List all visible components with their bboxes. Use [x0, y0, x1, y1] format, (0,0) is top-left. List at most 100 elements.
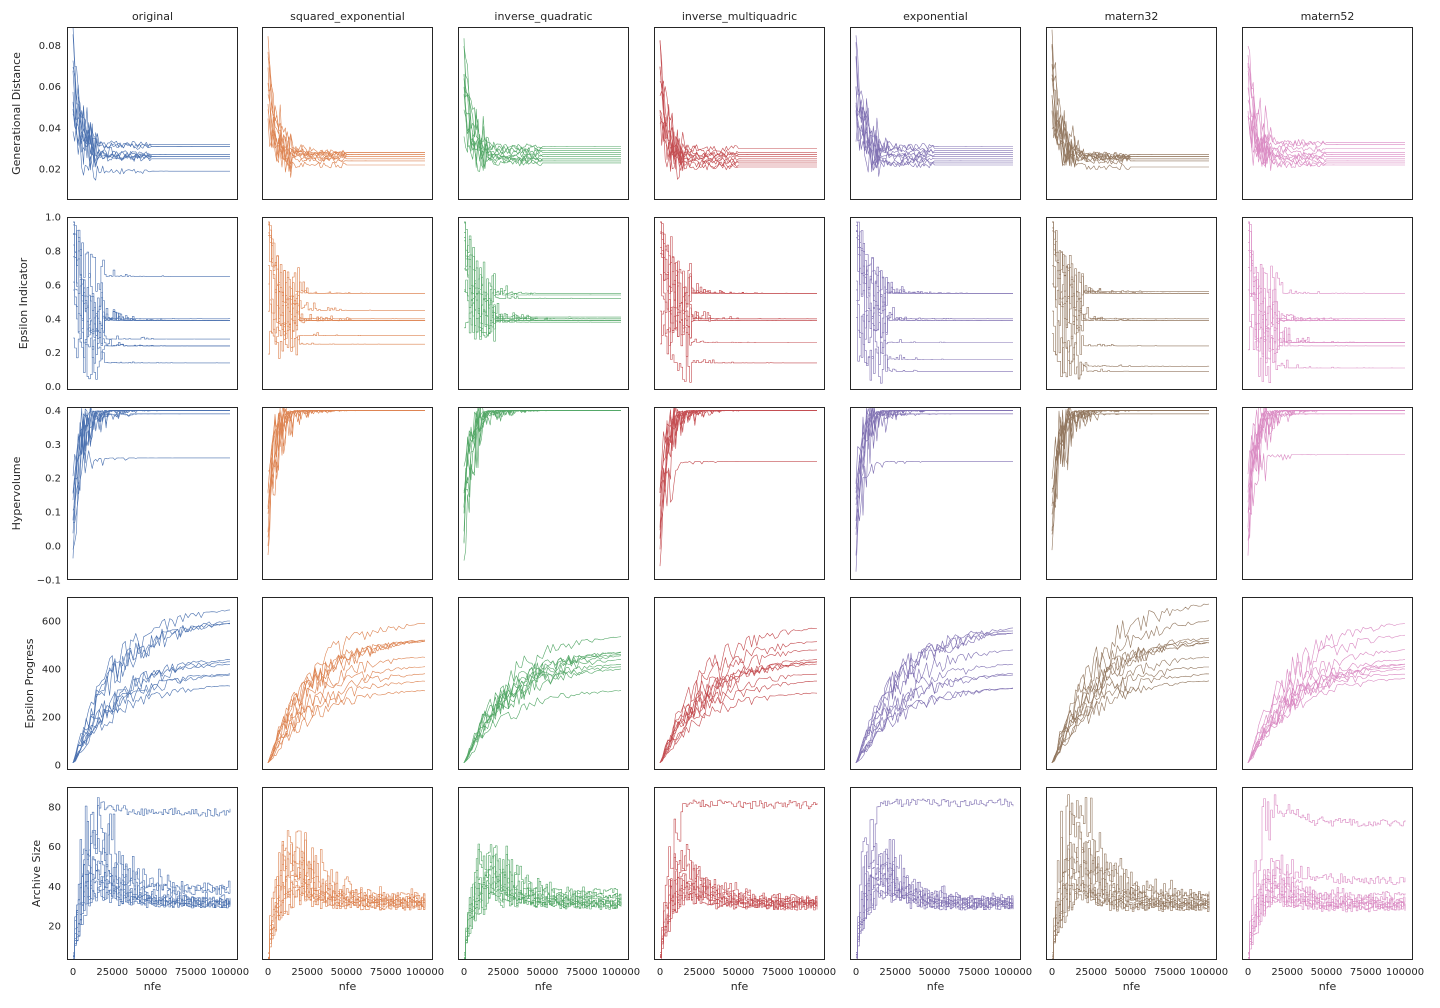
- series-line-seed-7: [659, 673, 818, 763]
- panel-frame: [1046, 597, 1217, 770]
- panel-frame: [850, 27, 1021, 200]
- y-tick-label: 200: [42, 713, 61, 724]
- series-line-seed-9: [1247, 110, 1405, 168]
- x-tick-label: 25000: [291, 967, 323, 978]
- series-line-seed-6: [268, 270, 425, 336]
- series-line-seed-6: [659, 410, 817, 567]
- series-line-seed-9: [1051, 680, 1210, 764]
- series-line-seed-3: [1051, 45, 1209, 165]
- panel-gd-matern52: [1242, 27, 1413, 200]
- series-line-seed-8: [73, 289, 230, 358]
- series-line-seed-10: [1248, 224, 1405, 360]
- panel-frame: [654, 27, 825, 200]
- x-tick-label: 75000: [175, 967, 207, 978]
- series-line-seed-1: [1052, 794, 1210, 960]
- panel-frame: [850, 407, 1021, 580]
- series-line-seed-1: [659, 627, 818, 763]
- series-line-seed-9: [660, 889, 818, 956]
- series-line-seed-7: [1051, 407, 1209, 493]
- series-line-seed-7: [73, 281, 230, 364]
- y-tick-label: 0.4: [45, 314, 61, 325]
- x-tick-label: 50000: [723, 967, 755, 978]
- series-line-seed-2: [463, 38, 621, 154]
- panel-frame: [67, 27, 238, 200]
- series-line-seed-8: [463, 690, 622, 764]
- panel-gd-original: 0.02 0.04 0.06 0.08: [39, 27, 238, 200]
- panel-gd-exponential: [850, 27, 1021, 200]
- series-line-seed-7: [1247, 668, 1406, 763]
- series-line-seed-6: [855, 407, 1013, 572]
- y-tick-label: 0.1: [45, 508, 61, 519]
- series-line-seed-8: [268, 884, 426, 958]
- series-line-seed-10: [72, 450, 230, 523]
- panel-eps-exponential: [850, 217, 1021, 390]
- series-line-seed-9: [855, 110, 1013, 173]
- series-line-seed-1: [267, 623, 426, 763]
- series-line-seed-8: [659, 115, 817, 172]
- y-tick-label: 0.04: [39, 123, 61, 134]
- y-tick-label: 0.0: [45, 382, 61, 393]
- series-line-seed-4: [855, 57, 1013, 164]
- series-line-seed-1: [463, 636, 622, 763]
- panel-frame: [1046, 217, 1217, 390]
- y-tick-label: 0.2: [45, 474, 61, 485]
- series-line-seed-7: [660, 274, 817, 357]
- series-line-seed-5: [855, 86, 1013, 160]
- x-tick-label: 0: [461, 967, 467, 978]
- panel-prog-matern32: [1046, 597, 1217, 770]
- y-tick-label: 0.02: [39, 165, 61, 176]
- series-line-seed-2: [659, 641, 818, 763]
- row-label-epsilon-indicator: Epsilon Indicator: [17, 257, 30, 349]
- panel-prog-squared-exponential: [262, 597, 433, 770]
- x-tick-label: 25000: [487, 967, 519, 978]
- series-line-seed-7: [72, 101, 230, 168]
- series-line-seed-2: [1248, 221, 1405, 332]
- row-label-generational-distance: Generational Distance: [10, 52, 23, 175]
- column-title-original: original: [132, 10, 173, 23]
- series-line-seed-7: [268, 265, 425, 352]
- series-line-seed-10: [73, 221, 230, 338]
- x-tick-label: 50000: [527, 967, 559, 978]
- series-line-seed-10: [1051, 642, 1210, 763]
- series-line-seed-10: [1247, 664, 1406, 763]
- series-line-seed-1: [1051, 603, 1210, 763]
- panel-frame: [262, 407, 433, 580]
- series-line-seed-8: [1247, 116, 1405, 167]
- panel-frame: [67, 597, 238, 770]
- series-line-seed-10: [464, 886, 622, 955]
- series-line-seed-9: [855, 688, 1014, 763]
- x-tick-label: 50000: [1311, 967, 1343, 978]
- series-line-seed-8: [463, 408, 621, 514]
- series-line-seed-10: [72, 623, 231, 763]
- panel-hv-original: −0.1 0.0 0.1 0.2 0.3 0.4: [37, 406, 238, 587]
- series-line-seed-10: [268, 235, 425, 332]
- column-title-inverse-multiquadric: inverse_multiquadric: [682, 10, 797, 23]
- series-line-seed-3: [1248, 222, 1405, 337]
- series-line-seed-8: [1051, 410, 1209, 507]
- series-line-seed-1: [268, 830, 426, 958]
- panel-eps-inverse-multiquadric: [654, 217, 825, 390]
- x-tick-label: 0: [70, 967, 76, 978]
- panel-frame: [458, 27, 629, 200]
- series-line-seed-10: [1248, 895, 1406, 960]
- panel-frame: [458, 787, 629, 960]
- x-tick-label: 100000: [1190, 967, 1228, 978]
- x-tick-label: 75000: [1154, 967, 1186, 978]
- series-line-seed-6: [1052, 265, 1209, 340]
- series-line-seed-8: [267, 103, 425, 169]
- series-line-seed-6: [1248, 250, 1405, 359]
- panel-frame: [1046, 27, 1217, 200]
- series-line-seed-6: [1051, 78, 1209, 166]
- panel-frame: [1242, 407, 1413, 580]
- x-axis-label: nfe: [927, 980, 945, 993]
- panel-frame: [458, 217, 629, 390]
- series-line-seed-3: [72, 67, 230, 158]
- series-line-seed-4: [72, 60, 230, 164]
- series-line-seed-2: [1248, 854, 1406, 954]
- series-line-seed-3: [72, 622, 231, 763]
- panel-arch-matern52: 0 25000 50000 75000 100000 nfe: [1242, 787, 1424, 993]
- series-line-seed-4: [1052, 847, 1210, 956]
- y-tick-label: 40: [48, 882, 61, 893]
- series-line-seed-10: [856, 230, 1013, 309]
- series-line-seed-1: [660, 232, 817, 314]
